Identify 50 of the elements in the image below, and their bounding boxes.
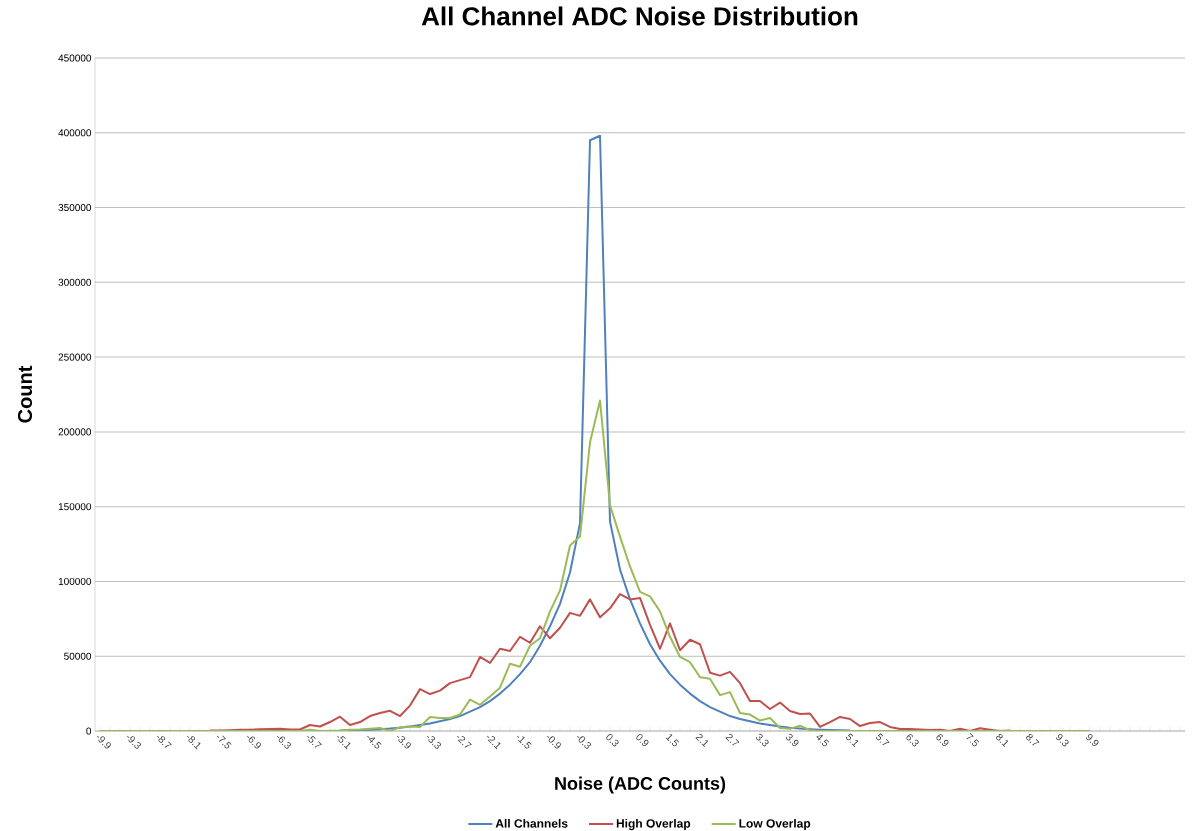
x-tick-label: -6.3 bbox=[277, 735, 292, 749]
x-tick-label: 9.3 bbox=[1056, 733, 1069, 747]
x-axis-title: Noise (ADC Counts) bbox=[555, 776, 726, 794]
x-tick-label: 9.9 bbox=[1086, 733, 1099, 747]
x-tick-label: -0.3 bbox=[577, 735, 592, 749]
x-tick-label: 2.1 bbox=[695, 733, 709, 748]
y-tick-label: 200000 bbox=[58, 428, 92, 436]
y-tick-label: 50000 bbox=[64, 652, 92, 660]
y-tick-label: 350000 bbox=[58, 204, 92, 212]
y-tick-label: 0 bbox=[86, 727, 92, 735]
y-tick-label: 400000 bbox=[58, 129, 92, 137]
y-tick-label: 100000 bbox=[58, 577, 92, 585]
x-tick-label: -9.9 bbox=[96, 735, 111, 749]
x-tick-label: 8.7 bbox=[1026, 733, 1040, 746]
legend-label: Low Overlap bbox=[739, 818, 811, 831]
x-tick-label: -5.1 bbox=[337, 735, 351, 750]
x-tick-label: -5.7 bbox=[307, 735, 322, 748]
x-tick-label: 0.9 bbox=[636, 733, 649, 747]
x-tick-label: -7.5 bbox=[217, 735, 232, 749]
y-tick-label: 250000 bbox=[58, 353, 92, 361]
x-tick-label: -2.7 bbox=[457, 735, 472, 748]
x-tick-label: -6.9 bbox=[247, 735, 261, 749]
legend-label: All Channels bbox=[495, 818, 568, 828]
x-tick-label: 6.3 bbox=[906, 734, 919, 747]
x-tick-label: 4.5 bbox=[816, 735, 830, 747]
legend-label: High Overlap bbox=[616, 818, 691, 831]
x-tick-label: -9.3 bbox=[127, 735, 142, 749]
x-tick-label: 3.9 bbox=[786, 733, 799, 747]
chart-title: All Channel ADC Noise Distribution bbox=[421, 6, 858, 26]
x-tick-label: 6.9 bbox=[936, 734, 949, 747]
x-tick-label: 3.3 bbox=[756, 733, 769, 747]
x-tick-label: -2.1 bbox=[487, 735, 501, 750]
x-tick-label: 1.5 bbox=[665, 734, 680, 747]
x-tick-label: 5.1 bbox=[846, 733, 859, 748]
x-tick-label: 7.5 bbox=[966, 733, 980, 747]
x-tick-label: 5.7 bbox=[876, 733, 890, 746]
x-tick-label: -3.9 bbox=[397, 735, 411, 749]
x-tick-label: 2.7 bbox=[725, 733, 740, 746]
x-tick-label: -4.5 bbox=[367, 735, 382, 749]
y-tick-label: 300000 bbox=[58, 278, 92, 286]
x-tick-label: -1.5 bbox=[517, 735, 532, 749]
x-tick-label: 0.3 bbox=[606, 733, 619, 747]
x-tick-label: -8.7 bbox=[157, 735, 172, 748]
x-tick-label: -0.9 bbox=[547, 735, 561, 749]
x-tick-label: -8.1 bbox=[187, 735, 201, 750]
y-tick-label: 150000 bbox=[58, 503, 92, 511]
y-tick-label: 450000 bbox=[58, 54, 92, 62]
y-axis-title: Count bbox=[17, 365, 33, 423]
x-tick-label: 8.1 bbox=[996, 733, 1009, 748]
x-tick-label: -3.3 bbox=[427, 735, 442, 749]
